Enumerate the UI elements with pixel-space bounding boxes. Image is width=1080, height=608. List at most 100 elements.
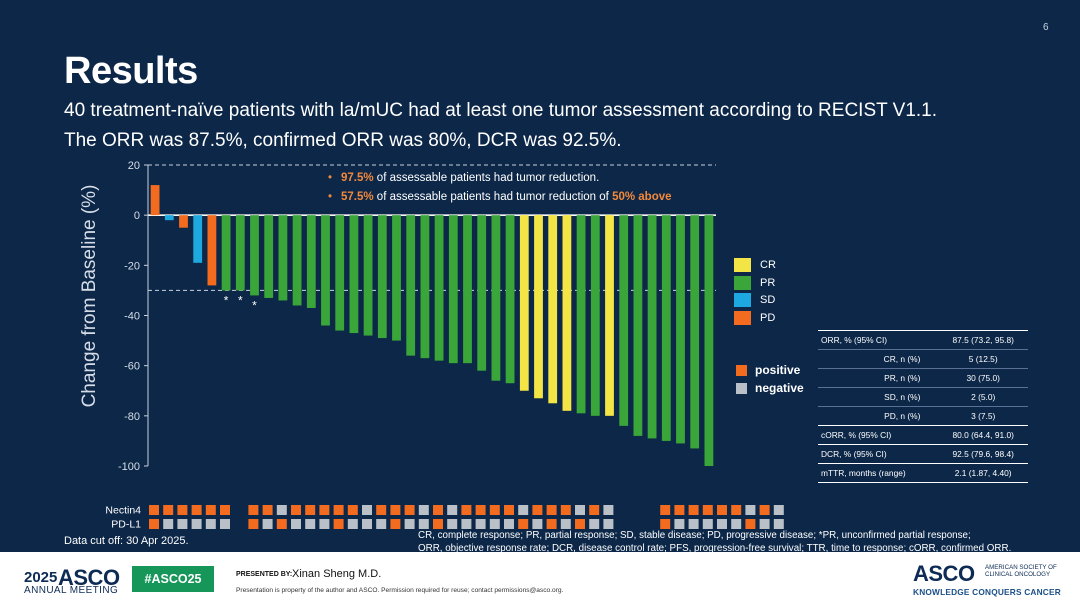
y-tick-label: -100: [118, 461, 140, 473]
biomarker-cell-negative: [305, 519, 316, 529]
bar: [164, 215, 174, 221]
y-tick-label: -60: [124, 361, 140, 373]
biomarker-cell-negative: [347, 519, 358, 529]
biomarker-cell-negative: [560, 519, 571, 529]
biomarker-cell-positive: [163, 505, 174, 515]
biomarker-cell-positive: [305, 505, 316, 515]
legend-swatch-pr: [734, 275, 751, 290]
presenter-name: Xinan Sheng M.D.: [292, 568, 382, 580]
footnote-line-1: CR, complete response; PR, partial respo…: [418, 530, 971, 541]
bar: [704, 215, 714, 466]
biomarker-cell-negative: [489, 519, 500, 529]
biomarker-cell-negative: [731, 519, 742, 529]
bar-series: [150, 185, 714, 466]
y-tick-label: -20: [124, 260, 140, 272]
bar: [207, 215, 217, 286]
efficacy-metric: cORR, % (95% CI): [818, 425, 939, 445]
biomarker-cell-positive: [731, 505, 742, 515]
efficacy-row: ORR, % (95% CI) 87.5 (73.2, 95.8): [818, 330, 1028, 350]
biomarker-cell-negative: [773, 505, 784, 515]
bar: [477, 215, 487, 371]
biomarker-cell-negative: [717, 519, 727, 529]
biomarker-cell-positive: [433, 519, 443, 529]
efficacy-value: 30 (75.0): [938, 368, 1028, 388]
unconfirmed-markers: * * *: [224, 293, 257, 312]
efficacy-row: cORR, % (95% CI) 80.0 (64.4, 91.0): [818, 425, 1028, 445]
bar: [321, 215, 330, 326]
y-tick-label: -40: [124, 311, 140, 323]
biomarker-cell-positive: [149, 519, 159, 529]
efficacy-value: 5 (12.5): [938, 349, 1028, 369]
biomarker-cell-negative: [475, 519, 486, 529]
biomarker-cell-positive: [518, 519, 529, 529]
biomarker-cell-negative: [447, 519, 458, 529]
y-tick-label: 20: [128, 160, 140, 172]
bar: [150, 185, 160, 216]
efficacy-row: PD, n (%) 3 (7.5): [818, 406, 1028, 426]
biomarker-cell-negative: [319, 519, 330, 529]
bar: [676, 215, 685, 444]
unconfirmed-marker: *: [252, 298, 257, 312]
bar: [306, 215, 316, 308]
legend-swatch-cr: [734, 258, 751, 272]
bar: [590, 215, 600, 416]
biomarker-cell-positive: [276, 519, 287, 529]
legend-swatch-sd: [734, 293, 751, 307]
biomarker-cell-positive: [433, 505, 443, 515]
bar: [690, 215, 700, 449]
bar: [363, 215, 373, 336]
subtitle-line-1: 40 treatment-naïve patients with la/mUC …: [64, 100, 938, 121]
biomarker-cell-negative: [376, 519, 387, 529]
biomarker-cell-positive: [333, 505, 344, 515]
biomarker-cell-negative: [262, 519, 273, 529]
bar: [349, 215, 359, 334]
efficacy-row: CR, n (%) 5 (12.5): [818, 349, 1028, 369]
efficacy-row: mTTR, months (range) 2.1 (1.87, 4.40): [818, 463, 1028, 483]
bar: [250, 215, 259, 296]
efficacy-row: SD, n (%) 2 (5.0): [818, 387, 1028, 407]
y-axis: 20 0 -20 -40 -60 -80 -100: [118, 160, 149, 473]
biomarker-cell-positive: [319, 505, 330, 515]
biomarker-cell-negative: [702, 519, 713, 529]
biomarker-cell-negative: [163, 519, 174, 529]
biomarker-cell-negative: [447, 505, 458, 515]
data-cutoff: Data cut off: 30 Apr 2025.: [64, 535, 189, 547]
legend-swatch-positive: [736, 365, 747, 376]
biomarker-cell-negative: [688, 519, 699, 529]
bar: [534, 215, 543, 399]
bar: [335, 215, 345, 331]
bar: [235, 215, 245, 291]
annual-meeting-label: ANNUAL MEETING: [24, 585, 119, 596]
biomarker-cell-negative: [191, 519, 202, 529]
biomarker-cell-negative: [291, 519, 301, 529]
bar: [661, 215, 671, 441]
biomarker-cell-positive: [745, 519, 756, 529]
subtitle-line-2: The ORR was 87.5%, confirmed ORR was 80%…: [64, 130, 622, 151]
efficacy-value: 92.5 (79.6, 98.4): [938, 444, 1028, 464]
footnote-line-2: ORR, objective response rate; DCR, disea…: [418, 543, 1012, 554]
bar: [519, 215, 529, 391]
slide-title: Results: [64, 50, 198, 92]
biomarker-cell-negative: [177, 519, 188, 529]
biomarker-cell-negative: [418, 505, 429, 515]
efficacy-metric: DCR, % (95% CI): [818, 444, 939, 464]
annotation-2-text: of assessable patients had tumor reducti…: [373, 191, 613, 203]
efficacy-metric: SD, n (%): [818, 387, 939, 407]
y-tick-label: -80: [124, 411, 140, 423]
legend-label-sd: SD: [760, 294, 776, 306]
biomarker-cell-positive: [660, 519, 671, 529]
bar: [406, 215, 416, 356]
bar: [264, 215, 274, 298]
biomarker-cell-negative: [461, 519, 472, 529]
efficacy-value: 2.1 (1.87, 4.40): [938, 463, 1028, 483]
biomarker-cell-positive: [759, 505, 770, 515]
efficacy-table-body: ORR, % (95% CI) 87.5 (73.2, 95.8) CR, n (%…: [818, 330, 1028, 483]
biomarker-cell-positive: [248, 505, 259, 515]
bar: [647, 215, 657, 439]
biomarker-cell-positive: [333, 519, 344, 529]
biomarker-cell-positive: [674, 505, 685, 515]
biomarker-cell-positive: [702, 505, 713, 515]
biomarker-cell-positive: [717, 505, 727, 515]
bar: [548, 215, 558, 404]
biomarker-cell-negative: [504, 519, 514, 529]
